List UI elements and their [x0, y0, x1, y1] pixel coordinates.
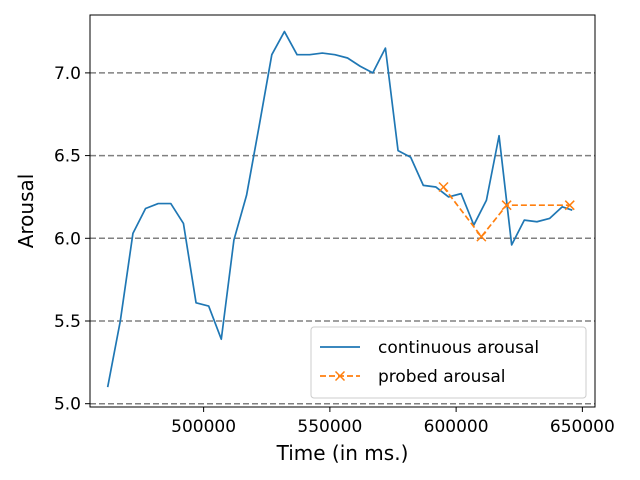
x-marker-stroke [438, 181, 449, 193]
legend: continuous arousal probed arousal [310, 326, 587, 399]
y-tick-label: 7.0 [54, 64, 81, 84]
x-axis-label: Time (in ms.) [276, 441, 409, 465]
x-tick-label: 500000 [171, 417, 236, 437]
x-axis: 500000 550000 600000 650000 [171, 407, 615, 437]
y-axis-label: Arousal [14, 174, 38, 249]
legend-marker-probed-arousal [334, 370, 346, 382]
x-tick-label: 550000 [297, 417, 362, 437]
x-marker-stroke [334, 370, 346, 382]
x-tick-label: 650000 [550, 417, 615, 437]
data-point-probed-arousal [501, 200, 512, 211]
y-tick-label: 6.0 [54, 229, 81, 249]
data-point-probed-arousal [564, 200, 575, 211]
x-marker-stroke [476, 231, 487, 242]
y-tick-label: 5.0 [54, 395, 81, 415]
x-marker-stroke [564, 200, 575, 211]
y-tick-label: 5.5 [54, 312, 81, 332]
legend-box [310, 326, 587, 399]
series-line-probed-arousal [442, 186, 570, 238]
grid-lines [90, 72, 595, 405]
x-marker-stroke [501, 200, 512, 211]
x-tick-label: 600000 [424, 417, 489, 437]
data-point-probed-arousal [476, 231, 487, 242]
legend-x-marker [334, 370, 346, 382]
y-tick-label: 6.5 [54, 147, 81, 167]
legend-label-probed-arousal: probed arousal [378, 367, 505, 387]
series-layer [106, 30, 575, 388]
legend-label-continuous-arousal: continuous arousal [378, 338, 539, 358]
data-point-probed-arousal [438, 181, 449, 193]
series-line-continuous-arousal [106, 30, 573, 388]
plot-area-frame [89, 14, 596, 408]
y-axis: 5.0 5.5 6.0 6.5 7.0 [54, 64, 90, 415]
